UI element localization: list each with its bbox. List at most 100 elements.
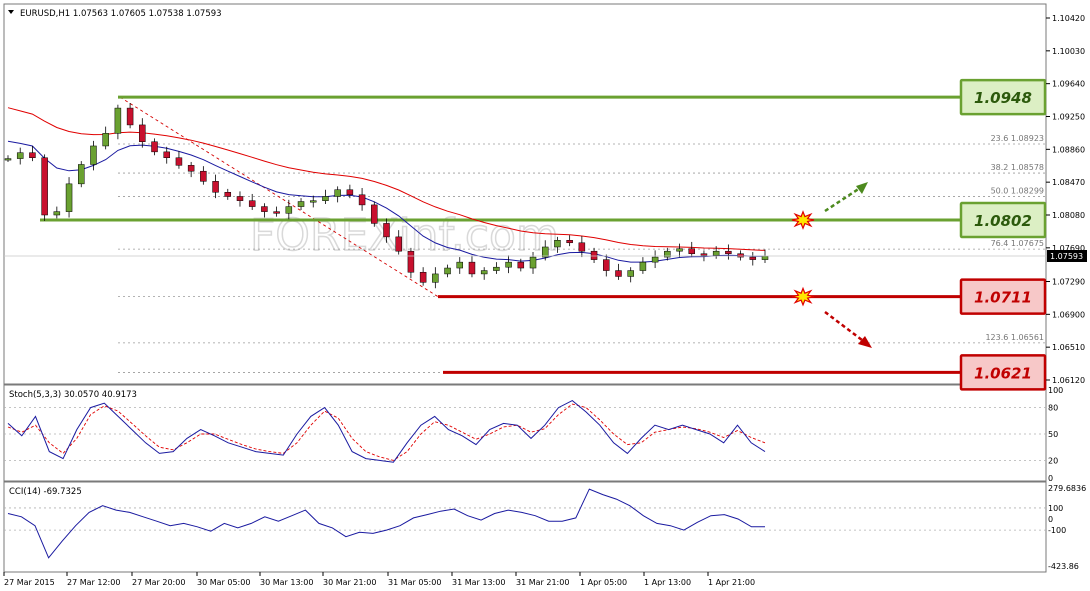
candle-body — [309, 200, 317, 203]
symbol-header: EURUSD,H1 1.07563 1.07605 1.07538 1.0759… — [20, 9, 222, 19]
candle-body — [517, 261, 525, 269]
candle-body — [175, 157, 183, 166]
cci-tick-label: 279.6836 — [1048, 484, 1086, 493]
fib-diagonal-line — [119, 96, 439, 298]
stoch-tick-label: 50 — [1048, 430, 1058, 439]
candle-body — [578, 242, 586, 252]
candle-body — [505, 261, 512, 268]
price-tick-label: 1.09250 — [1052, 112, 1085, 121]
candle-body — [114, 107, 122, 134]
burst-icon — [791, 286, 815, 307]
fib-label: 76.4 1.07675 — [991, 239, 1044, 248]
fib-label: 123.6 1.06561 — [985, 333, 1044, 342]
candle-body — [737, 253, 744, 258]
time-tick-label: 30 Mar 13:00 — [260, 578, 313, 587]
cci-indicator: 279.6836 100 0 -100 -423.86 — [4, 484, 1086, 571]
candle-body — [261, 206, 268, 212]
stoch-tick-label: 0 — [1048, 474, 1053, 483]
candle-body — [41, 157, 48, 216]
candle-body — [456, 261, 464, 269]
cci-label: CCI(14) -69.7325 — [9, 487, 82, 497]
price-tick-label: 1.10420 — [1052, 14, 1085, 23]
price-axis[interactable]: 1.10420 1.10030 1.09640 1.09250 1.08860 1.084… — [4, 14, 1087, 385]
stoch-tick-label: 80 — [1048, 404, 1058, 413]
time-tick-label: 31 Mar 21:00 — [516, 578, 569, 587]
cci-tick-label: -100 — [1048, 526, 1066, 535]
candle-body — [297, 201, 305, 207]
stoch-indicator: 100 80 50 20 0 — [4, 386, 1063, 483]
down-arrow-icon — [858, 336, 872, 348]
current-price-tag — [1047, 249, 1087, 262]
watermark: FOREXinf.com — [250, 210, 559, 261]
main-panel[interactable] — [3, 3, 1047, 385]
candle-body — [432, 273, 439, 283]
direction-arrows — [824, 182, 872, 348]
candle-body — [65, 183, 73, 212]
time-tick-label: 1 Apr 05:00 — [580, 578, 627, 587]
candle-body — [395, 236, 402, 252]
candle-body — [639, 261, 647, 271]
candle-body — [224, 192, 232, 197]
cci-tick-label: 0 — [1048, 515, 1053, 524]
price-tick-label: 1.08470 — [1052, 178, 1085, 187]
price-tick-label: 1.06900 — [1052, 310, 1085, 319]
current-price-label: 1.07593 — [1050, 252, 1083, 261]
time-tick-label: 27 Mar 2015 — [4, 578, 55, 587]
candle-body — [419, 271, 427, 283]
candle-body — [139, 124, 146, 143]
level-value-label: 1.0802 — [974, 212, 1032, 230]
price-tick-label: 1.10030 — [1052, 47, 1085, 56]
fib-label: 38.2 1.08578 — [991, 163, 1044, 172]
chevron-down-icon[interactable] — [8, 10, 14, 14]
candle-body — [248, 200, 256, 207]
candle-body — [273, 211, 280, 214]
candle-body — [407, 250, 415, 273]
time-axis[interactable]: 27 Mar 2015 27 Mar 12:00 27 Mar 20:00 30 Ma… — [3, 572, 755, 587]
candlesticks — [4, 103, 769, 289]
fib-levels: 23.6 1.08923 38.2 1.08578 50.0 1.08299 76.4… — [118, 96, 1046, 373]
candle-body — [761, 255, 769, 260]
candle-body — [187, 165, 195, 172]
time-tick-label: 30 Mar 05:00 — [197, 578, 250, 587]
candle-body — [126, 107, 134, 126]
price-tick-label: 1.08080 — [1052, 211, 1085, 220]
level-box — [959, 78, 1047, 116]
candle-body — [346, 189, 354, 196]
candle-body — [102, 133, 109, 147]
burst-icon — [791, 210, 815, 230]
fib-label: 50.0 1.08299 — [991, 187, 1044, 196]
time-tick-label: 31 Mar 13:00 — [452, 578, 505, 587]
level-box — [959, 201, 1047, 239]
price-tick-label: 1.09640 — [1052, 80, 1085, 89]
ma-slow-line — [7, 107, 766, 251]
candle-body — [90, 145, 97, 165]
candle-body — [358, 194, 366, 206]
candle-body — [212, 181, 219, 193]
cci-panel[interactable] — [3, 481, 1047, 573]
candle-body — [322, 196, 329, 201]
time-tick-label: 30 Mar 21:00 — [323, 578, 376, 587]
ma-fast-line — [7, 140, 765, 263]
candle-body — [688, 248, 695, 254]
candle-body — [16, 152, 24, 159]
stoch-label: Stoch(5,3,3) 30.0570 40.9173 — [9, 390, 137, 400]
candle-body — [480, 270, 488, 275]
moving-averages — [7, 107, 766, 263]
candle-body — [163, 151, 170, 158]
candle-body — [383, 223, 390, 238]
candle-body — [651, 256, 659, 263]
price-tick-label: 1.06510 — [1052, 343, 1085, 352]
candle-body — [78, 164, 85, 185]
candle-body — [200, 170, 207, 182]
candle-body — [664, 250, 671, 258]
candle-body — [749, 256, 757, 260]
down-arrow-line — [824, 311, 863, 341]
candle-body — [725, 250, 732, 254]
candle-body — [712, 250, 720, 256]
candle-body — [676, 248, 683, 252]
stoch-d-line — [7, 403, 766, 461]
support-resistance-levels: 1.0948 1.0802 1.0711 1.0621 — [40, 78, 1047, 391]
time-tick-label: 27 Mar 20:00 — [132, 578, 185, 587]
